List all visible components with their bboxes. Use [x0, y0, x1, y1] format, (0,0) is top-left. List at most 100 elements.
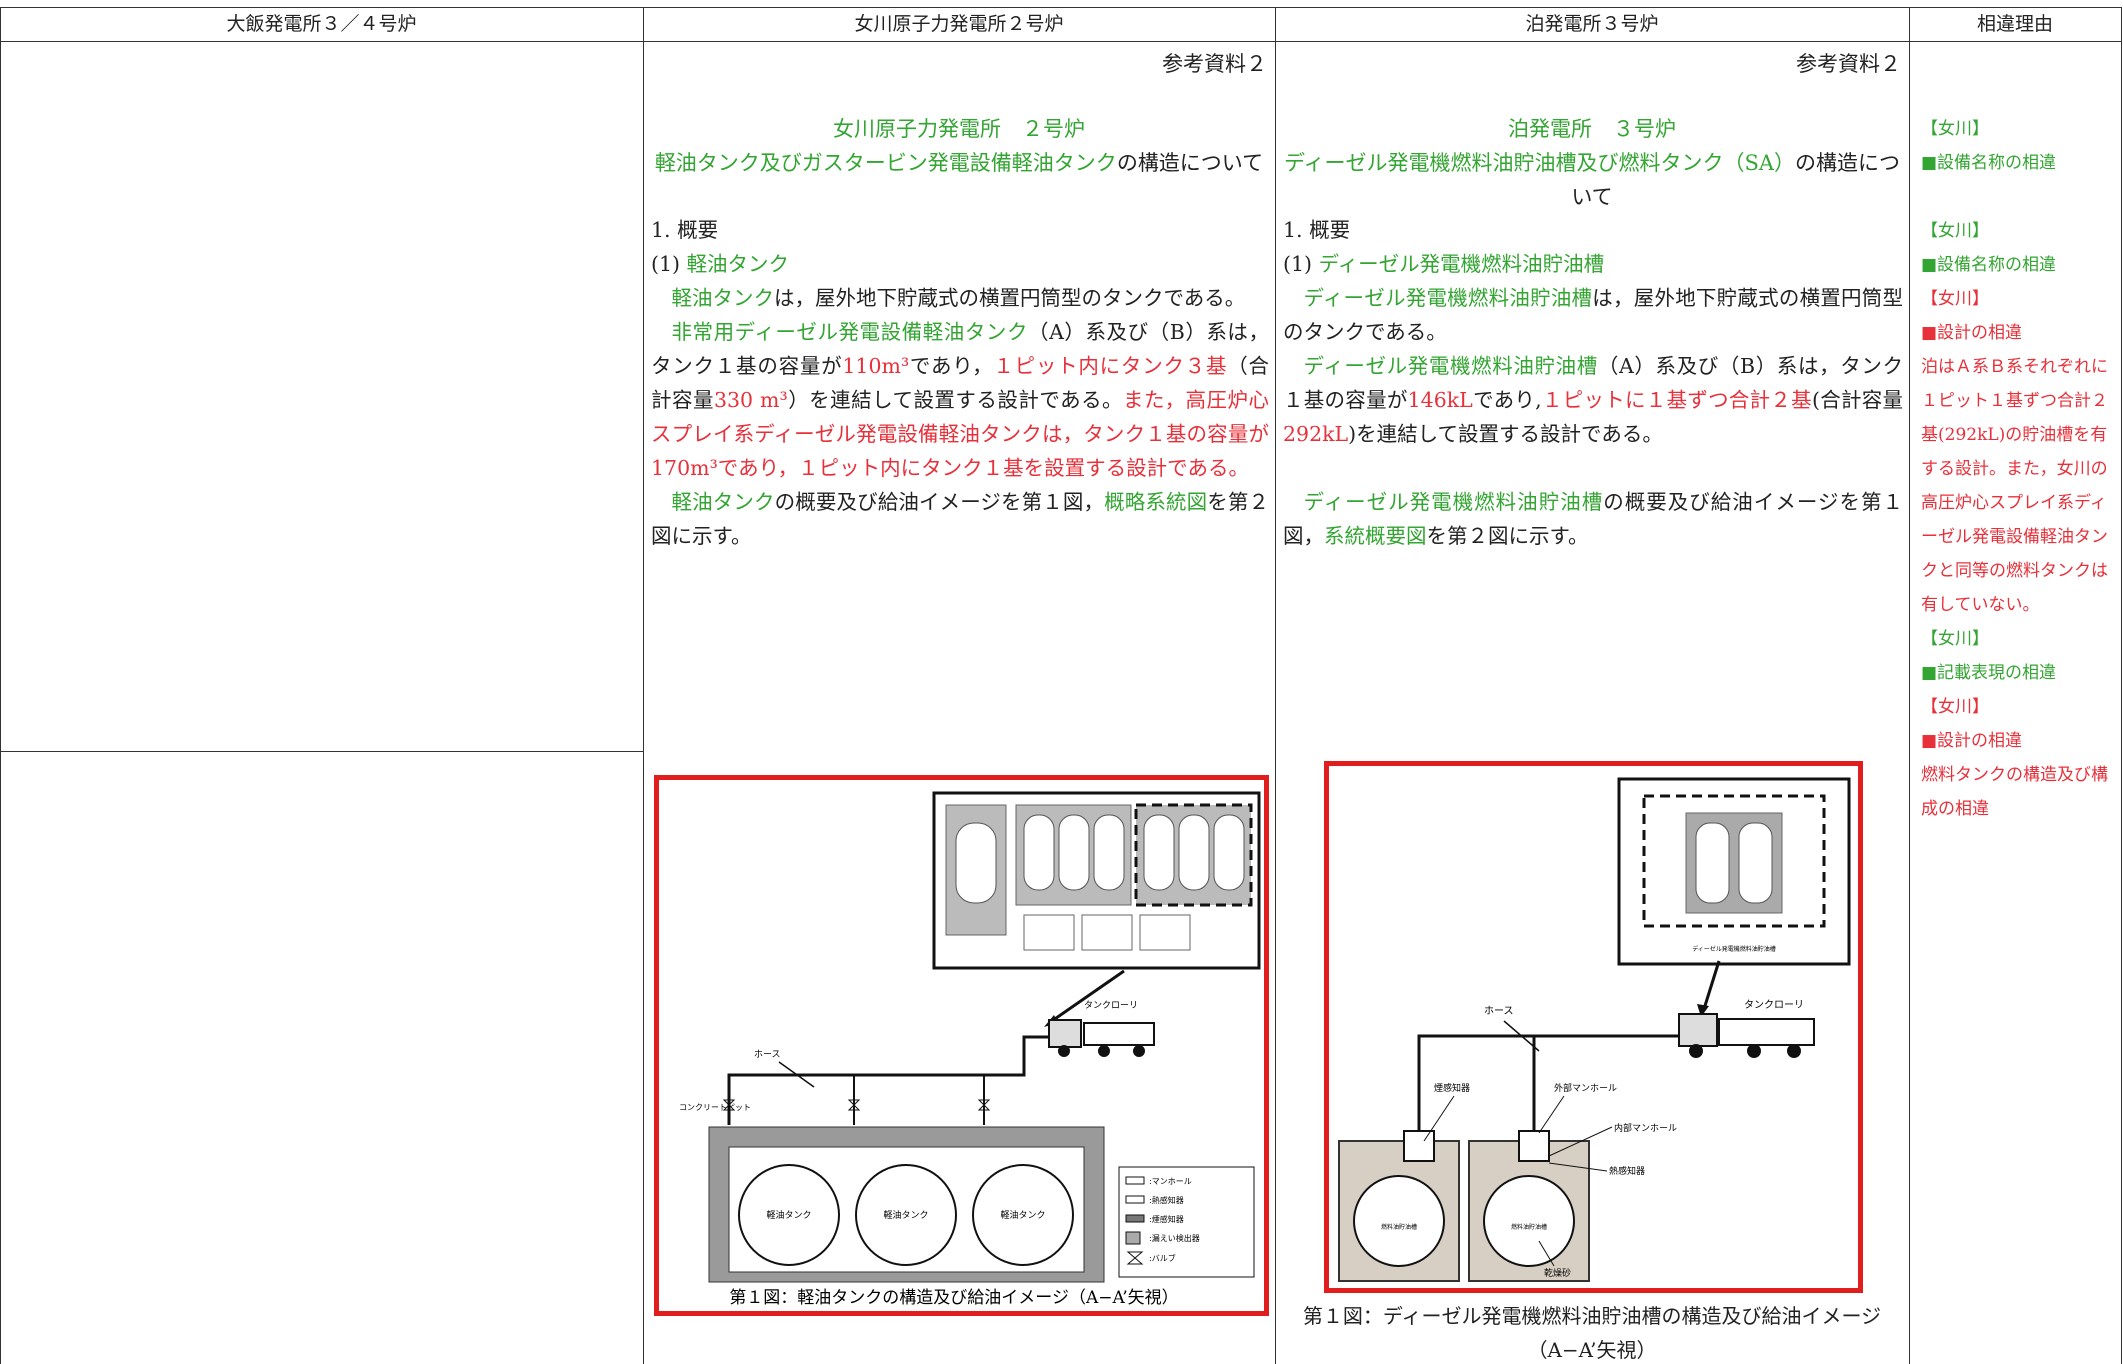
figure-label: 乾燥砂: [1544, 1267, 1571, 1279]
figure-label: :漏えい検出器: [1149, 1233, 1200, 1243]
figure-label: ホース: [1484, 1005, 1514, 1017]
table-border: [643, 7, 644, 1364]
table-border: [0, 7, 2121, 8]
title-block: 女川原子力発電所 ２号炉軽油タンク及びガスタービン発電設備軽油タンクの構造につい…: [645, 112, 1273, 180]
figure-label: 燃料油貯油槽: [1381, 1223, 1417, 1231]
figure-label: 熱感知器: [1609, 1165, 1645, 1177]
paragraphs: 1. 概要 (1) 軽油タンク 軽油タンクは，屋外地下貯蔵式の横置円筒型のタンクであ…: [651, 213, 1269, 553]
subtitle: ディーゼル発電機燃料油貯油槽及び燃料タンク（SA）の構造について: [1277, 146, 1907, 214]
text-run: 330 m³: [713, 388, 788, 412]
figure-onagawa: タンクローリ ホース コンクリートピット 軽油タンク 軽油タンク 軽油タンク :…: [654, 775, 1269, 1316]
reason-group: 【女川】 ■設備名称の相違: [1921, 112, 2109, 180]
reference-label: 参考資料２: [1796, 52, 1901, 76]
text-run: 146kL: [1407, 388, 1473, 412]
reason-line: 【女川】: [1921, 629, 1989, 649]
reason-line: 燃料タンクの構造及び構成の相違: [1921, 765, 2108, 819]
text-run: の構造について: [1116, 151, 1264, 175]
paragraph: 1. 概要: [1283, 213, 1903, 247]
paragraph: ディーゼル発電機燃料油貯油槽の概要及び給油イメージを第１図，系統概要図を第２図に…: [1283, 485, 1903, 553]
paragraph: 1. 概要: [651, 213, 1269, 247]
title-block: 泊発電所 ３号炉ディーゼル発電機燃料油貯油槽及び燃料タンク（SA）の構造について: [1277, 112, 1907, 214]
table-border: [0, 7, 1, 1364]
figure-label: 軽油タンク: [1000, 1209, 1045, 1221]
paragraph: 軽油タンクは，屋外地下貯蔵式の横置円筒型のタンクである。: [651, 281, 1269, 315]
paragraph: ディーゼル発電機燃料油貯油槽（A）系及び（B）系は，タンク１基の容量が146kL…: [1283, 349, 1903, 451]
reason-line: 【女川】: [1921, 119, 1989, 139]
header-cell: 女川原子力発電所２号炉: [854, 13, 1064, 35]
text-run: の概要及び給油イメージを第１図，: [774, 490, 1105, 514]
text-run: ディーゼル発電機燃料油貯油槽: [1318, 252, 1605, 276]
text-run: 1. 概要: [1283, 218, 1351, 242]
table-border: [0, 751, 643, 752]
text-run: 110m³: [842, 354, 910, 378]
text-run: また，高圧炉心スプレイ系ディーゼル発電設備軽油タンクは，タンク１基の容量が170…: [651, 388, 1269, 480]
text-run: （合計容量: [651, 354, 1270, 412]
text-run: （A）系及び（B）系は，タンク１基の容量が: [1283, 354, 1903, 412]
figure-label: :バルブ: [1149, 1253, 1176, 1263]
figure-label: 軽油タンク: [766, 1209, 811, 1221]
text-run: の概要及び給油イメージを第１図，: [1283, 490, 1903, 548]
paragraph: ディーゼル発電機燃料油貯油槽は，屋外地下貯蔵式の横置円筒型のタンクである。: [1283, 281, 1903, 349]
text-run: ディーゼル発電機燃料油貯油槽: [1303, 490, 1604, 514]
figure-label: ディーゼル発電機燃料油貯油槽: [1692, 945, 1776, 953]
reason-line: 【女川】: [1921, 697, 1989, 717]
text-run: (1): [651, 252, 687, 276]
figure-label: :熱感知器: [1149, 1195, 1184, 1205]
figure-label: 軽油タンク: [883, 1209, 928, 1221]
text-run: 概略系統図: [1104, 490, 1208, 514]
reason-line: ■記載表現の相違: [1921, 663, 2057, 683]
reference-label: 参考資料２: [1162, 52, 1267, 76]
text-run: ディーゼル発電機燃料油貯油槽: [1303, 354, 1598, 378]
text-run: １ピット内にタンク３基: [993, 354, 1228, 378]
text-run: (合計容量: [1811, 388, 1904, 412]
figure-label: タンクローリ: [1084, 1000, 1138, 1011]
figure-caption: 第１図：ディーゼル発電機燃料油貯油槽の構造及び給油イメージ: [1302, 1304, 1882, 1328]
figure-label: 外部マンホール: [1554, 1082, 1617, 1094]
text-run: 軽油タンク: [671, 286, 775, 310]
header-cell: 相違理由: [1976, 13, 2053, 35]
text-run: 1. 概要: [651, 218, 719, 242]
text-run: は，屋外地下貯蔵式の横置円筒型のタンクである。: [774, 286, 1246, 310]
reason-line: 【女川】: [1921, 289, 1989, 309]
paragraph: (1) 軽油タンク: [651, 247, 1269, 281]
onagawa-column: 参考資料２ 女川原子力発電所 ２号炉 軽油タンク及びガスタービン発電設備軽油タンクの…: [645, 41, 1273, 721]
text-run: 系統概要図: [1324, 524, 1427, 548]
text-run: を第２図に示す。: [1426, 524, 1589, 548]
figure-label: :煙感知器: [1149, 1214, 1184, 1224]
text-run: ディーゼル発電機燃料油貯油槽: [1303, 286, 1593, 310]
text-run: 軽油タンク及びガスタービン発電設備軽油タンク: [654, 151, 1117, 175]
paragraph: 軽油タンクの概要及び給油イメージを第１図，概略系統図を第２図に示す。: [651, 485, 1269, 553]
reason-line: ■設備名称の相違: [1921, 255, 2057, 275]
title: 泊発電所 ３号炉: [1508, 117, 1676, 141]
text-run: 292kL: [1283, 422, 1349, 446]
figure-tomari: ディーゼル発電機燃料油貯油槽 タンクローリ ホース 燃料油貯油槽 燃料油貯油槽 …: [1324, 761, 1863, 1293]
text-run: 軽油タンク: [686, 252, 790, 276]
reasons-column: 【女川】 ■設備名称の相違 【女川】 ■設備名称の相違 【女川】 ■設計の相違 泊はＡ系Ｂ系…: [1921, 112, 2109, 826]
text-run: 非常用ディーゼル発電設備軽油タンク: [671, 320, 1029, 344]
text-run: の構造について: [1571, 151, 1901, 209]
text-run: １ピットに１基ずつ合計２基: [1541, 388, 1812, 412]
table-border: [1275, 7, 1276, 1364]
figure-label: コンクリートピット: [679, 1103, 751, 1112]
text-run: であり，: [909, 354, 994, 378]
subtitle: 軽油タンク及びガスタービン発電設備軽油タンクの構造について: [645, 146, 1273, 180]
text-run: であり,: [1472, 388, 1542, 412]
header-cell: 大飯発電所３／４号炉: [226, 13, 417, 35]
text-run: を第２図に示す。: [651, 490, 1270, 548]
figure-label: 煙感知器: [1434, 1082, 1470, 1094]
paragraphs: 1. 概要 (1) ディーゼル発電機燃料油貯油槽 ディーゼル発電機燃料油貯油槽は，屋…: [1283, 213, 1903, 553]
reason-line: 泊はＡ系Ｂ系それぞれに１ピット１基ずつ合計２基(292kL)の貯油槽を有する設計…: [1921, 357, 2108, 615]
figure-label: :マンホール: [1149, 1177, 1192, 1186]
title: 女川原子力発電所 ２号炉: [833, 117, 1085, 141]
text-run: は，屋外地下貯蔵式の横置円筒型のタンクである。: [1283, 286, 1903, 344]
reason-line: ■設計の相違: [1921, 323, 2023, 343]
figure-label: タンクローリ: [1744, 999, 1804, 1011]
table-border: [0, 41, 2121, 42]
text-run: （A）系及び（B）系は，タンク１基の容量が: [651, 320, 1269, 378]
text-run: (1): [1283, 252, 1319, 276]
text-run: ディーゼル発電機燃料油貯油槽及び燃料タンク（SA）: [1283, 151, 1796, 175]
figure-label: 内部マンホール: [1614, 1122, 1677, 1134]
reason-group: 【女川】 ■設備名称の相違 【女川】 ■設計の相違泊はＡ系Ｂ系それぞれに１ピット１基ず…: [1921, 214, 2109, 826]
paragraph: 非常用ディーゼル発電設備軽油タンク（A）系及び（B）系は，タンク１基の容量が11…: [651, 315, 1269, 485]
